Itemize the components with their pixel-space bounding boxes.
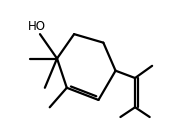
Text: HO: HO bbox=[28, 20, 46, 33]
